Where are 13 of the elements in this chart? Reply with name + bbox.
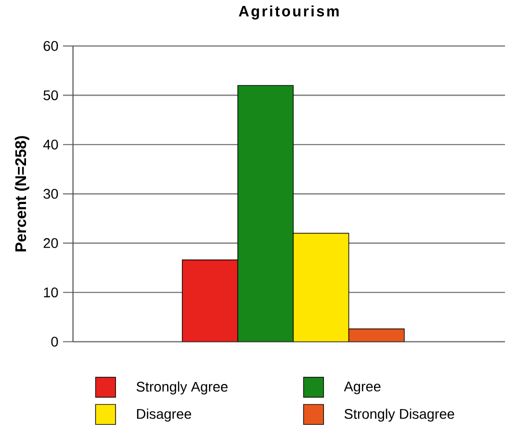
y-tick-label: 60 xyxy=(44,41,58,51)
legend-label: Agree xyxy=(344,382,380,394)
y-tick-label: 0 xyxy=(51,336,58,347)
y-tick-label: 10 xyxy=(44,287,58,298)
legend-label: Disagree xyxy=(137,408,192,422)
legend-label: Strongly Agree xyxy=(136,381,228,394)
y-tick-label: 50 xyxy=(44,90,58,100)
y-axis-title: Percent (N=258) xyxy=(14,136,30,252)
y-tick-label: 40 xyxy=(43,140,58,150)
y-tick-label: 30 xyxy=(43,188,58,199)
y-tick-label: 20 xyxy=(44,238,58,248)
legend-label: Strongly Disagree xyxy=(344,408,454,422)
chart-title: Agritourism xyxy=(238,6,339,20)
